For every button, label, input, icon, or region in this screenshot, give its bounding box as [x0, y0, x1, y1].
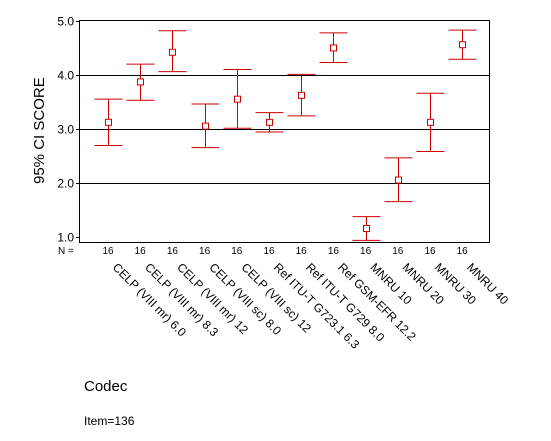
mean-marker [427, 118, 434, 126]
y-tick-label: 5.0 [57, 15, 74, 29]
item-footnote: Item=136 [84, 414, 135, 428]
mean-marker [298, 91, 305, 99]
n-value: 16 [457, 246, 469, 257]
error-bar [191, 103, 220, 149]
mean-marker [266, 118, 273, 126]
error-bar [158, 30, 187, 73]
n-value: 16 [231, 246, 243, 257]
x-axis-title: Codec [84, 378, 128, 395]
error-bar [94, 98, 123, 147]
gridlines [80, 75, 489, 184]
error-bar [126, 63, 155, 101]
mean-marker [169, 48, 176, 56]
error-bar [255, 112, 284, 133]
mean-marker [234, 95, 241, 103]
mean-marker [330, 44, 337, 52]
n-value: 16 [135, 246, 147, 257]
error-bar [448, 29, 477, 60]
mean-marker [363, 225, 370, 233]
n-value: 16 [424, 246, 436, 257]
error-bar [287, 73, 316, 117]
n-value: 16 [360, 246, 372, 257]
error-bar [384, 157, 413, 203]
y-tick-label: 4.0 [57, 69, 74, 83]
error-bar [416, 92, 445, 152]
y-tick-label: 2.0 [57, 177, 74, 191]
mean-marker [137, 78, 144, 86]
error-bar [223, 69, 252, 129]
sample-size-row: 16 16 16 16 16 16 16 16 16 16 16 16 [102, 246, 468, 257]
n-value: 16 [263, 246, 275, 257]
y-tick-label: 1.0 [57, 231, 74, 245]
error-bar [352, 216, 381, 241]
n-value: 16 [199, 246, 211, 257]
mean-marker [105, 118, 112, 126]
n-value: 16 [328, 246, 340, 257]
mean-marker [395, 176, 402, 184]
y-tick-label: 3.0 [57, 123, 74, 137]
plot-area [79, 20, 490, 243]
error-bars [94, 29, 477, 241]
mean-marker [459, 41, 466, 49]
y-axis-ticks: 1.0 2.0 3.0 4.0 5.0 [57, 15, 80, 245]
y-axis-label: 95% CI SCORE [31, 77, 48, 184]
n-value: 16 [392, 246, 404, 257]
n-value: 16 [167, 246, 179, 257]
n-value: 16 [102, 246, 114, 257]
error-bar [319, 32, 348, 64]
n-value: 16 [296, 246, 308, 257]
mean-marker [202, 122, 209, 130]
n-label: N = [58, 246, 74, 257]
